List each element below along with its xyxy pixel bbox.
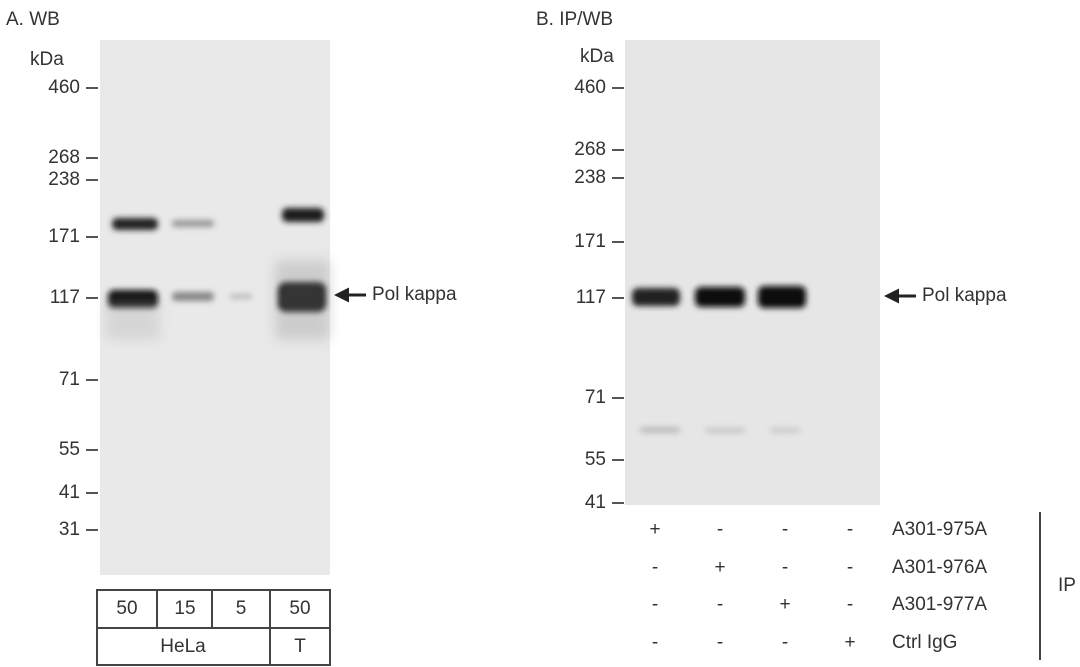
sign: - [717, 594, 723, 615]
sign: - [652, 632, 658, 653]
row-label: A301-975A [892, 519, 987, 540]
marker-label: 71 [59, 369, 80, 390]
marker-label: 55 [585, 449, 606, 470]
group-label: IP [1058, 575, 1076, 596]
marker-label: 41 [585, 492, 606, 513]
bands-b [632, 286, 806, 433]
smear [275, 260, 330, 340]
row-label: Ctrl IgG [892, 632, 957, 653]
marker-label: 55 [59, 439, 80, 460]
blot-b [625, 40, 880, 505]
marker-label: 171 [574, 231, 606, 252]
panel-title: A. WB [6, 9, 60, 30]
sign: - [782, 557, 788, 578]
marker-label: 460 [574, 77, 606, 98]
sign: + [844, 632, 855, 653]
marker-label: 117 [50, 287, 80, 308]
smear [105, 300, 160, 340]
sign: - [652, 557, 658, 578]
group-label: T [294, 636, 306, 657]
lane-label: 50 [289, 598, 310, 619]
sign: - [847, 594, 853, 615]
marker-label: 71 [585, 387, 606, 408]
annotation: Pol kappa [922, 285, 1007, 306]
sign: + [779, 594, 790, 615]
unit: kDa [580, 46, 614, 67]
lane-label: 50 [116, 598, 137, 619]
marker-label: 31 [59, 519, 80, 540]
marker-label: 238 [574, 167, 606, 188]
lane-label: 15 [174, 598, 195, 619]
row-label: A301-977A [892, 594, 987, 615]
panel-title: B. IP/WB [536, 9, 613, 30]
sign: - [652, 594, 658, 615]
marker-label: 268 [48, 147, 80, 168]
marker-label: 117 [576, 287, 606, 308]
sign: - [847, 519, 853, 540]
marker-label: 171 [48, 226, 80, 247]
sign: - [782, 519, 788, 540]
sign: + [649, 519, 660, 540]
unit: kDa [30, 49, 64, 70]
sign: + [714, 557, 725, 578]
annotation: Pol kappa [372, 284, 457, 305]
marker-label: 41 [59, 482, 80, 503]
lane-label: 5 [236, 598, 247, 619]
marker-label: 460 [48, 77, 80, 98]
marker-label: 268 [574, 139, 606, 160]
sign: - [847, 557, 853, 578]
sign: - [782, 632, 788, 653]
sign: - [717, 632, 723, 653]
marker-label: 238 [48, 169, 80, 190]
row-label: A301-976A [892, 557, 987, 578]
group-label: HeLa [160, 636, 206, 657]
sign: - [717, 519, 723, 540]
